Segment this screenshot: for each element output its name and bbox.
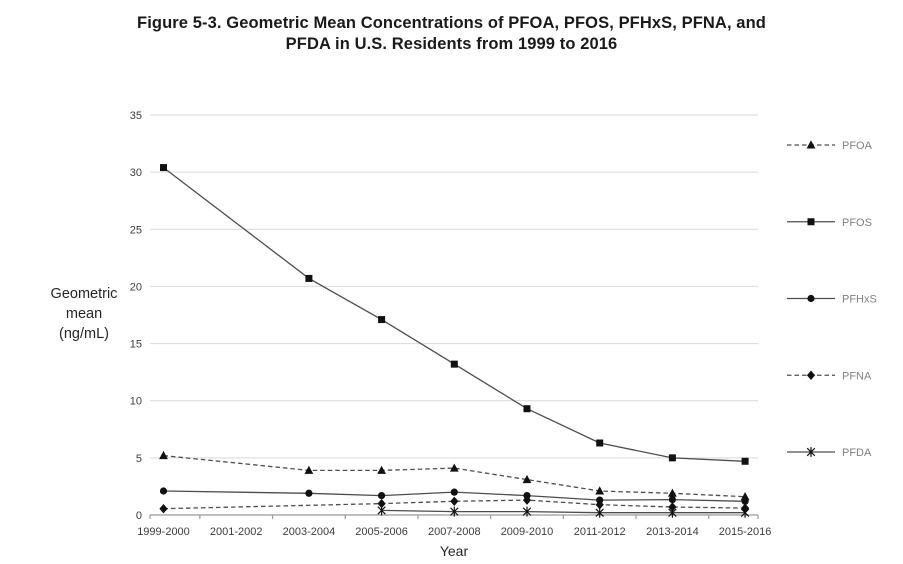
data-point-marker-pfna (668, 502, 677, 512)
star-stroke (595, 508, 604, 517)
legend-marker-pfoa (806, 140, 816, 149)
data-point-marker-pfoa (449, 463, 459, 472)
x-tick-label: 2009-2010 (501, 526, 554, 538)
y-tick-label: 5 (136, 453, 142, 465)
star-stroke (377, 506, 386, 515)
x-tick-label: 2007-2008 (428, 526, 481, 538)
x-tick-label: 2003-2004 (283, 526, 336, 538)
data-point-marker-pfoa (159, 450, 168, 460)
legend-marker-pfos (807, 218, 815, 226)
x-tick-label: 1999-2000 (137, 526, 190, 538)
data-point-marker-pfda (595, 507, 604, 518)
y-tick-label: 25 (130, 224, 142, 236)
y-tick-label: 15 (130, 339, 142, 351)
data-point-marker-pfna (450, 496, 459, 506)
legend-label-pfos: PFOS (842, 217, 872, 229)
data-point-marker-pfoa (595, 486, 605, 495)
series-line-pfda (381, 509, 746, 514)
y-tick-label: 20 (130, 281, 142, 293)
y-tick-label: 0 (136, 510, 142, 522)
x-tick-label: 2015-2016 (719, 526, 772, 538)
x-tick-label: 2001-2002 (210, 526, 263, 538)
y-axis-title: Geometric mean (ng/mL) (28, 284, 140, 344)
data-point-marker-pfhxs (378, 491, 386, 500)
figure-title-line2: PFDA in U.S. Residents from 1999 to 2016 (285, 35, 618, 53)
x-tick-label: 2013-2014 (646, 526, 699, 538)
data-point-marker-pfoa (304, 465, 314, 474)
data-point-marker-pfoa (377, 465, 386, 474)
data-point-marker-pfhxs (159, 487, 168, 495)
data-point-marker-pfos (305, 274, 313, 282)
y-axis-title-line3: (ng/mL) (59, 326, 109, 342)
data-point-marker-pfna (377, 498, 386, 509)
data-point-marker-pfda (522, 506, 532, 517)
star-stroke (668, 508, 677, 517)
series-line-pfoa (163, 454, 746, 498)
series-line-pfos (163, 167, 746, 462)
figure-title: Figure 5-3. Geometric Mean Concentration… (0, 13, 903, 55)
data-point-marker-pfos (596, 439, 604, 447)
x-axis-title: Year (439, 543, 469, 559)
legend-marker-pfna (806, 370, 816, 380)
legend-label-pfoa: PFOA (842, 140, 873, 152)
star-stroke (522, 507, 532, 516)
series-line-pfhxs (163, 490, 746, 502)
data-point-marker-pfoa (668, 488, 677, 497)
star-stroke (450, 507, 459, 516)
data-point-marker-pfos (741, 457, 749, 465)
y-axis-title-line1: Geometric (50, 286, 118, 302)
data-point-marker-pfos (668, 454, 676, 462)
star-stroke (740, 508, 750, 517)
data-point-marker-pfna (522, 495, 532, 505)
legend-label-pfna: PFNA (842, 370, 872, 382)
legend-label-pfda: PFDA (842, 447, 872, 459)
figure-title-line1: Figure 5-3. Geometric Mean Concentration… (137, 14, 766, 32)
y-tick-label: 35 (130, 110, 142, 122)
data-point-marker-pfna (595, 500, 604, 510)
x-tick-label: 2005-2006 (355, 526, 408, 538)
data-point-marker-pfda (450, 506, 459, 517)
data-point-marker-pfoa (740, 492, 750, 501)
data-point-marker-pfda (377, 505, 386, 516)
x-tick-label: 2011-2012 (574, 526, 626, 538)
legend-marker-pfda (806, 447, 816, 457)
data-point-marker-pfos (378, 316, 386, 324)
data-point-marker-pfhxs (741, 497, 749, 505)
legend-label-pfhxs: PFHxS (842, 294, 877, 306)
data-point-marker-pfda (740, 507, 750, 518)
y-tick-label: 30 (130, 167, 142, 179)
data-point-marker-pfos (450, 360, 458, 368)
data-point-marker-pfoa (522, 474, 532, 484)
data-point-marker-pfos (160, 164, 167, 172)
data-point-marker-pfna (159, 504, 168, 514)
y-tick-label: 10 (130, 396, 142, 408)
data-point-marker-pfda (668, 507, 677, 518)
data-point-marker-pfos (523, 405, 531, 413)
star-stroke (806, 447, 816, 457)
legend-marker-pfhxs (807, 294, 815, 303)
data-point-marker-pfhxs (305, 489, 313, 497)
y-axis-title-line2: mean (65, 306, 103, 322)
data-point-marker-pfhxs (668, 495, 677, 504)
data-point-marker-pfhxs (450, 488, 458, 496)
